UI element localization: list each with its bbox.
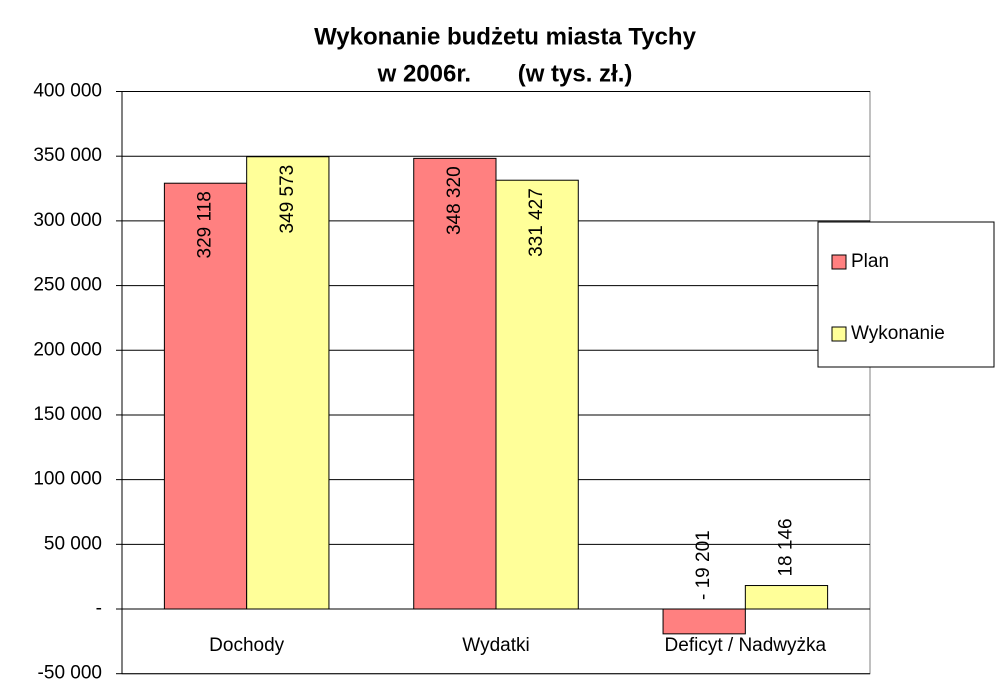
value-label: 329 118 (195, 191, 216, 258)
legend-swatch (831, 254, 847, 270)
y-tick-label: 300 000 (33, 210, 102, 231)
bar (413, 157, 497, 610)
y-tick-label: 200 000 (33, 339, 102, 360)
value-label: - 19 201 (693, 530, 714, 600)
legend-box (817, 221, 995, 368)
y-tick-label: 250 000 (33, 275, 102, 296)
x-tick-label: Deficyt / Nadwyżka (665, 635, 827, 656)
value-label: 18 146 (775, 518, 796, 576)
x-tick-label: Dochody (209, 635, 284, 656)
legend-label: Wykonanie (851, 323, 945, 344)
value-label: 348 320 (444, 166, 465, 235)
legend-label: Plan (851, 251, 889, 272)
bar (662, 608, 746, 635)
y-tick-label: 50 000 (44, 533, 102, 554)
x-tick-label: Wydatki (462, 635, 529, 656)
bar (246, 156, 330, 610)
y-tick-label: 150 000 (33, 404, 102, 425)
value-label: 349 573 (277, 165, 298, 234)
y-tick-label: 400 000 (33, 81, 102, 102)
bar (744, 585, 829, 610)
chart-title: Wykonanie budżetu miasta Tychy (314, 23, 697, 50)
y-tick-label: -50 000 (38, 663, 102, 682)
y-tick-label: - (96, 598, 102, 619)
legend-swatch (831, 326, 847, 342)
value-label: 331 427 (526, 188, 547, 257)
y-tick-label: 350 000 (33, 145, 102, 166)
y-tick-label: 100 000 (33, 469, 102, 490)
chart-subtitle: w 2006r. (w tys. zł.) (377, 60, 633, 87)
bar (495, 179, 579, 610)
